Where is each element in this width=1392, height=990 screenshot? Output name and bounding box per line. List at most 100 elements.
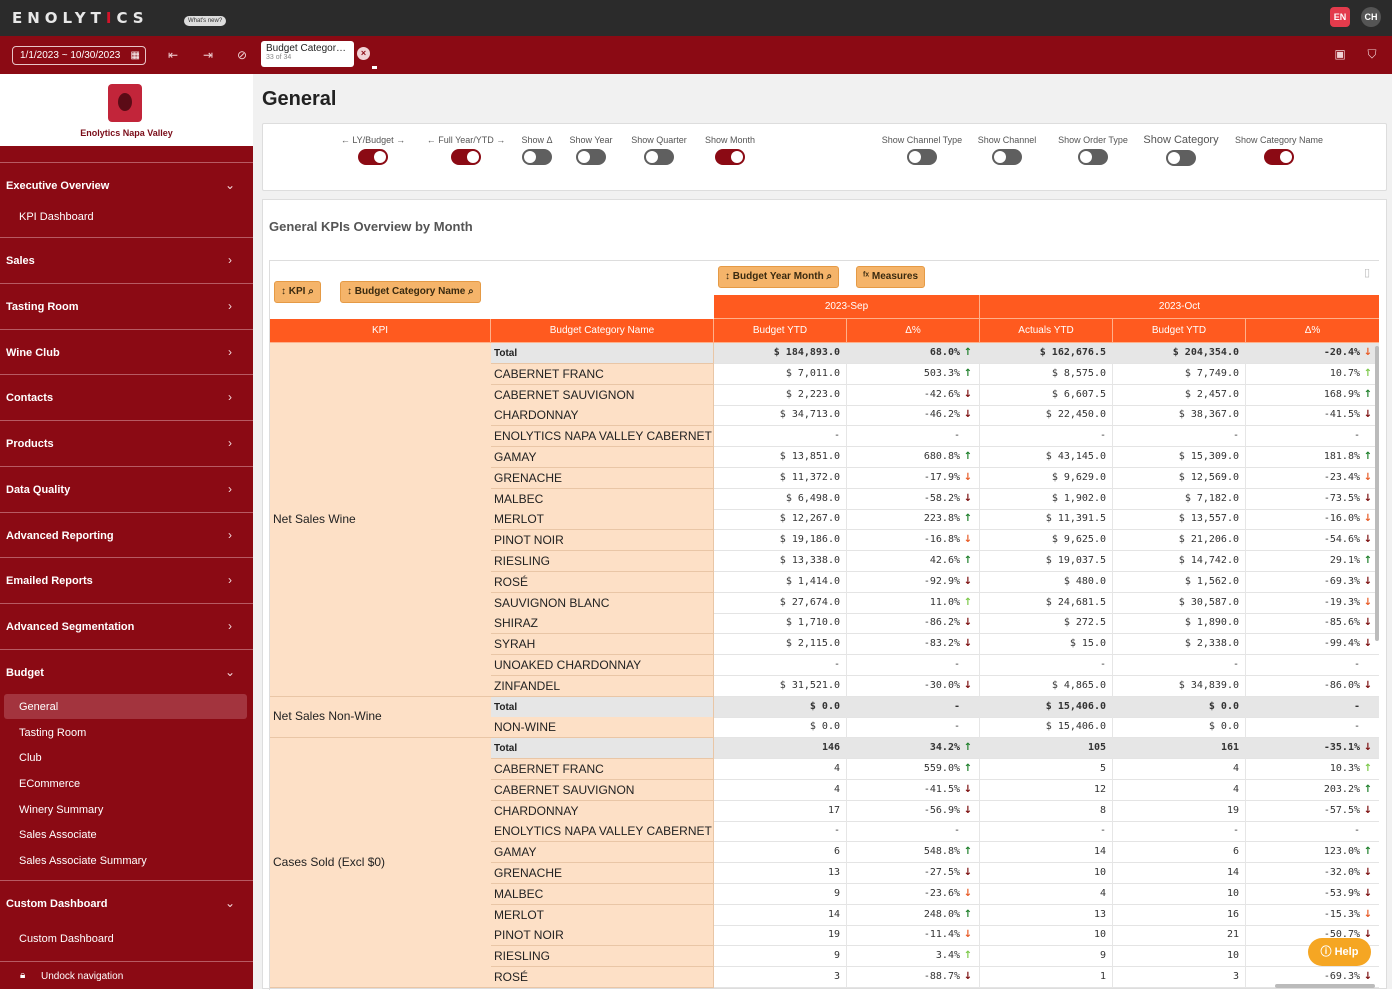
- toggle-ly-budget[interactable]: ← LY/Budget →: [333, 135, 413, 165]
- toggle-show-channel[interactable]: Show Channel: [973, 135, 1041, 165]
- category-name-cell[interactable]: ROSÉ: [491, 967, 714, 988]
- column-header[interactable]: Budget Category Name: [491, 319, 714, 343]
- nav-sales[interactable]: Sales ›: [0, 237, 253, 283]
- category-name-cell[interactable]: CHARDONNAY: [491, 800, 714, 822]
- category-name-cell[interactable]: SHIRAZ: [491, 613, 714, 635]
- category-name-cell[interactable]: ROSÉ: [491, 571, 714, 593]
- nav-custom-dashboard[interactable]: Custom Dashboard ⌄: [0, 880, 253, 926]
- category-name-cell[interactable]: GRENACHE: [491, 863, 714, 884]
- category-name-cell[interactable]: CABERNET FRANC: [491, 759, 714, 780]
- whats-new-badge[interactable]: What's new?: [184, 16, 227, 26]
- column-header[interactable]: Actuals YTD: [980, 319, 1113, 343]
- category-name-cell[interactable]: UNOAKED CHARDONNAY: [491, 655, 714, 676]
- category-name-cell[interactable]: NON-WINE: [491, 717, 714, 739]
- nav-tasting-room[interactable]: Tasting Room ›: [0, 283, 253, 329]
- nav-advanced-segmentation[interactable]: Advanced Segmentation ›: [0, 603, 253, 649]
- value-cell: 6: [714, 842, 847, 864]
- selection-forward-icon[interactable]: ⇥: [202, 48, 214, 62]
- app-logo[interactable]: ENOLYTICS: [12, 9, 149, 27]
- vertical-scrollbar[interactable]: [1375, 346, 1379, 641]
- nav-wine-club[interactable]: Wine Club ›: [0, 329, 253, 375]
- sidebar-item-winery-summary[interactable]: Winery Summary: [19, 804, 104, 816]
- nav-products[interactable]: Products ›: [0, 420, 253, 466]
- category-name-cell[interactable]: MERLOT: [491, 904, 714, 926]
- month-dimension-pill[interactable]: ↕ Budget Year Month ⌕: [718, 266, 840, 288]
- kpi-group-cell[interactable]: Net Sales Non-Wine: [270, 696, 491, 739]
- arrow-up-icon: ↑: [1363, 451, 1373, 462]
- category-name-cell[interactable]: ENOLYTICS NAPA VALLEY CABERNET: [491, 821, 714, 843]
- category-name-cell[interactable]: PINOT NOIR: [491, 925, 714, 947]
- category-name-cell[interactable]: MERLOT: [491, 509, 714, 531]
- category-name-cell[interactable]: RIESLING: [491, 946, 714, 968]
- category-name-cell[interactable]: RIESLING: [491, 551, 714, 572]
- column-header[interactable]: Budget YTD: [714, 319, 847, 343]
- category-name-cell[interactable]: Total: [491, 738, 714, 760]
- sidebar-item-custom-dashboard[interactable]: Custom Dashboard: [19, 933, 114, 945]
- toggle-show-delta[interactable]: Show Δ: [517, 135, 557, 165]
- user-avatar[interactable]: CH: [1361, 7, 1381, 27]
- category-name-cell[interactable]: GAMAY: [491, 447, 714, 468]
- category-name-cell[interactable]: GAMAY: [491, 842, 714, 864]
- column-header[interactable]: Δ%: [847, 319, 980, 343]
- close-icon[interactable]: ×: [357, 47, 370, 60]
- toggle-show-month[interactable]: Show Month: [699, 135, 761, 165]
- sidebar-item-sales-associate-summary[interactable]: Sales Associate Summary: [19, 855, 147, 867]
- sidebar-item-club[interactable]: Club: [19, 752, 42, 764]
- sidebar-item-kpi-dashboard[interactable]: KPI Dashboard: [19, 211, 94, 223]
- kpi-dimension-pill[interactable]: ↕ KPI ⌕: [274, 281, 321, 303]
- date-range-picker[interactable]: 1/1/2023 ~ 10/30/2023 ▦: [12, 46, 146, 65]
- nav-budget[interactable]: Budget ⌄: [0, 649, 253, 695]
- sidebar-item-sales-associate[interactable]: Sales Associate: [19, 829, 97, 841]
- filter-icon[interactable]: ⛉: [1367, 47, 1377, 61]
- category-name-cell[interactable]: CABERNET FRANC: [491, 363, 714, 385]
- toggle-show-quarter[interactable]: Show Quarter: [625, 135, 693, 165]
- category-name-cell[interactable]: ZINFANDEL: [491, 675, 714, 697]
- category-name-cell[interactable]: SAUVIGNON BLANC: [491, 592, 714, 614]
- sidebar-item-ecommerce[interactable]: ECommerce: [19, 778, 81, 790]
- category-name-cell[interactable]: Total: [491, 696, 714, 718]
- value-cell: $ 162,676.5: [980, 343, 1113, 364]
- category-name-cell[interactable]: SYRAH: [491, 634, 714, 656]
- toggle-show-category[interactable]: Show Category: [1141, 134, 1221, 166]
- nav-contacts[interactable]: Contacts ›: [0, 374, 253, 420]
- column-header[interactable]: KPI: [270, 319, 491, 343]
- nav-emailed-reports[interactable]: Emailed Reports ›: [0, 557, 253, 603]
- toggle-full-year-ytd[interactable]: ← Full Year/YTD →: [421, 135, 511, 165]
- toggle-show-year[interactable]: Show Year: [563, 135, 619, 165]
- category-name-cell[interactable]: CABERNET SAUVIGNON: [491, 779, 714, 801]
- category-name-cell[interactable]: CHARDONNAY: [491, 405, 714, 427]
- undock-navigation[interactable]: 🔒︎ Undock navigation: [0, 961, 253, 989]
- measures-pill[interactable]: ᶠˣ Measures: [856, 266, 926, 288]
- column-header[interactable]: Budget YTD: [1113, 319, 1246, 343]
- category-name-cell[interactable]: Total: [491, 343, 714, 364]
- value-cell: $ 15,309.0: [1113, 447, 1246, 468]
- selection-chip[interactable]: Budget Categor… 33 of 34: [261, 41, 354, 67]
- kpi-group-cell[interactable]: Net Sales Wine: [270, 343, 491, 697]
- arrow-up-icon: ↑: [963, 742, 973, 754]
- kpi-group-cell[interactable]: Cases Sold (Excl $0): [270, 738, 491, 988]
- category-name-cell[interactable]: MALBEC: [491, 488, 714, 510]
- category-name-cell[interactable]: CABERNET SAUVIGNON: [491, 384, 714, 406]
- nav-advanced-reporting[interactable]: Advanced Reporting ›: [0, 512, 253, 558]
- bookmark-icon[interactable]: ▣: [1334, 47, 1346, 61]
- clear-selections-icon[interactable]: ⊘: [236, 48, 248, 62]
- category-dimension-pill[interactable]: ↕ Budget Category Name ⌕: [340, 281, 481, 303]
- category-name-cell[interactable]: ENOLYTICS NAPA VALLEY CABERNET: [491, 426, 714, 448]
- help-button[interactable]: ⓘ Help: [1308, 938, 1371, 966]
- sidebar-item-general[interactable]: General: [19, 701, 59, 713]
- sidebar-item-tasting-room[interactable]: Tasting Room: [19, 727, 87, 739]
- horizontal-scrollbar[interactable]: [1275, 984, 1375, 988]
- export-icon[interactable]: ▯: [1364, 267, 1371, 279]
- value-cell: 34.2% ↑: [847, 738, 980, 760]
- category-name-cell[interactable]: GRENACHE: [491, 467, 714, 489]
- column-header[interactable]: Δ%: [1246, 319, 1379, 343]
- toggle-show-category-name[interactable]: Show Category Name: [1229, 135, 1329, 165]
- toggle-show-order-type[interactable]: Show Order Type: [1049, 135, 1137, 165]
- toggle-show-channel-type[interactable]: Show Channel Type: [875, 135, 969, 165]
- category-name-cell[interactable]: MALBEC: [491, 883, 714, 905]
- selection-back-icon[interactable]: ⇤: [167, 48, 179, 62]
- nav-data-quality[interactable]: Data Quality ›: [0, 466, 253, 512]
- category-name-cell[interactable]: PINOT NOIR: [491, 530, 714, 552]
- nav-executive-overview[interactable]: Executive Overview ⌄: [0, 162, 253, 208]
- language-avatar[interactable]: EN: [1330, 7, 1350, 27]
